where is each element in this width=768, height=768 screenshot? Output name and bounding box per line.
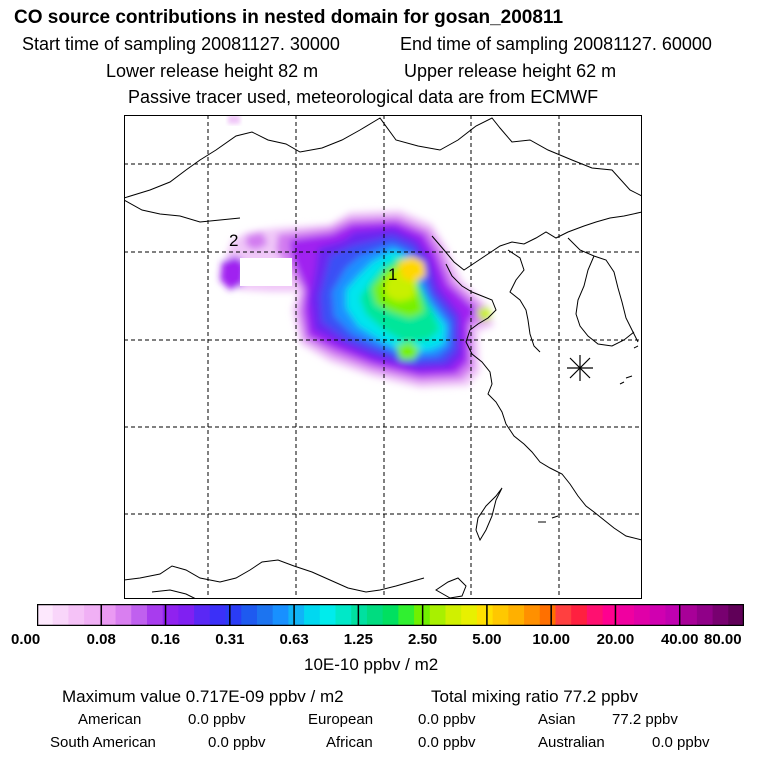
colorbar-unit: 10E-10 ppbv / m2 xyxy=(304,655,439,674)
colorbar-swatch xyxy=(586,604,603,626)
colorbar-tick-label: 5.00 xyxy=(472,631,502,648)
colorbar-tick-label: 0.08 xyxy=(86,631,116,648)
colorbar-swatch xyxy=(634,604,651,626)
colorbar-swatch xyxy=(52,604,69,626)
colorbar-swatch xyxy=(335,604,352,626)
source-label-2: 2 xyxy=(229,231,238,250)
asterisk-icon xyxy=(567,355,593,381)
colorbar-swatch xyxy=(37,604,54,626)
region-name: Australian xyxy=(538,734,605,751)
colorbar-swatch xyxy=(445,604,462,626)
colorbar-tick-label: 0.00 xyxy=(11,631,41,648)
end-time-label: End time of sampling 20081127. 60000 xyxy=(400,34,712,54)
colorbar-swatch xyxy=(696,604,713,626)
colorbar-swatch xyxy=(288,604,305,626)
colorbar-swatch xyxy=(681,604,698,626)
colorbar-swatch xyxy=(728,604,744,626)
tracer-note: Passive tracer used, meteorological data… xyxy=(128,87,599,107)
colorbar-swatch xyxy=(508,604,525,626)
colorbar-swatch xyxy=(461,604,478,626)
lat-lon-grid xyxy=(124,115,642,599)
upper-release-height: Upper release height 62 m xyxy=(404,61,617,81)
region-value: 77.2 ppbv xyxy=(612,711,678,728)
colorbar-swatch xyxy=(131,604,148,626)
contribution-map: 1 2 xyxy=(124,115,642,599)
colorbar-swatch xyxy=(555,604,572,626)
colorbar-swatch xyxy=(99,604,116,626)
colorbar-swatch xyxy=(209,604,226,626)
colorbar-tick-label: 1.25 xyxy=(343,631,373,648)
colorbar-tick-label: 0.31 xyxy=(215,631,245,648)
colorbar-swatch xyxy=(115,604,132,626)
lower-release-height: Lower release height 82 m xyxy=(106,61,319,81)
colorbar-swatch xyxy=(272,604,289,626)
colorbar-swatch xyxy=(225,604,242,626)
colorbar-swatch xyxy=(492,604,509,626)
colorbar-swatch xyxy=(524,604,541,626)
source-label-1: 1 xyxy=(388,265,397,284)
colorbar-swatch xyxy=(162,604,179,626)
colorbar-swatch xyxy=(68,604,85,626)
total-mixing-ratio: Total mixing ratio 77.2 ppbv xyxy=(431,687,638,706)
colorbar-swatch xyxy=(178,604,195,626)
colorbar-swatch xyxy=(398,604,415,626)
map-frame xyxy=(124,115,642,599)
colorbar-tick-label: 80.00 xyxy=(704,631,742,648)
region-name: European xyxy=(308,711,374,728)
colorbar-swatch xyxy=(194,604,211,626)
colorbar-tick-label: 20.00 xyxy=(596,631,635,648)
colorbar-swatch xyxy=(319,604,336,626)
region-name: American xyxy=(78,711,142,728)
coastlines xyxy=(124,117,642,599)
colorbar xyxy=(37,604,744,626)
colorbar-swatch xyxy=(476,604,494,626)
colorbar-swatch xyxy=(649,604,666,626)
region-name: South American xyxy=(50,734,156,751)
colorbar-tick-label: 0.63 xyxy=(279,631,309,648)
maximum-value: Maximum value 0.717E-09 ppbv / m2 xyxy=(62,687,344,706)
region-name: African xyxy=(326,734,373,751)
region-name: Asian xyxy=(538,711,576,728)
region-value: 0.0 ppbv xyxy=(418,711,476,728)
colorbar-swatch xyxy=(539,604,556,626)
colorbar-tick-label: 0.16 xyxy=(150,631,181,648)
colorbar-swatch xyxy=(665,604,682,626)
region-value: 0.0 ppbv xyxy=(208,734,266,751)
colorbar-swatch xyxy=(602,604,619,626)
colorbar-swatch xyxy=(304,604,321,626)
colorbar-tick-label: 2.50 xyxy=(408,631,438,648)
colorbar-swatch xyxy=(571,604,588,626)
colorbar-swatch xyxy=(351,604,368,626)
colorbar-swatch xyxy=(712,604,729,626)
start-time-label: Start time of sampling 20081127. 30000 xyxy=(22,34,340,54)
colorbar-swatch xyxy=(382,604,399,626)
region-value: 0.0 ppbv xyxy=(188,711,246,728)
colorbar-swatch xyxy=(84,604,101,626)
colorbar-tick-label: 40.00 xyxy=(660,631,699,648)
colorbar-swatch xyxy=(146,604,164,626)
region-value: 0.0 ppbv xyxy=(652,734,710,751)
chart-title: CO source contributions in nested domain… xyxy=(14,7,564,28)
colorbar-swatch xyxy=(618,604,635,626)
colorbar-tick-label: 10.00 xyxy=(532,631,570,648)
region-value: 0.0 ppbv xyxy=(418,734,476,751)
colorbar-swatch xyxy=(366,604,384,626)
colorbar-swatch xyxy=(241,604,258,626)
colorbar-swatch xyxy=(429,604,446,626)
colorbar-swatch xyxy=(256,604,274,626)
